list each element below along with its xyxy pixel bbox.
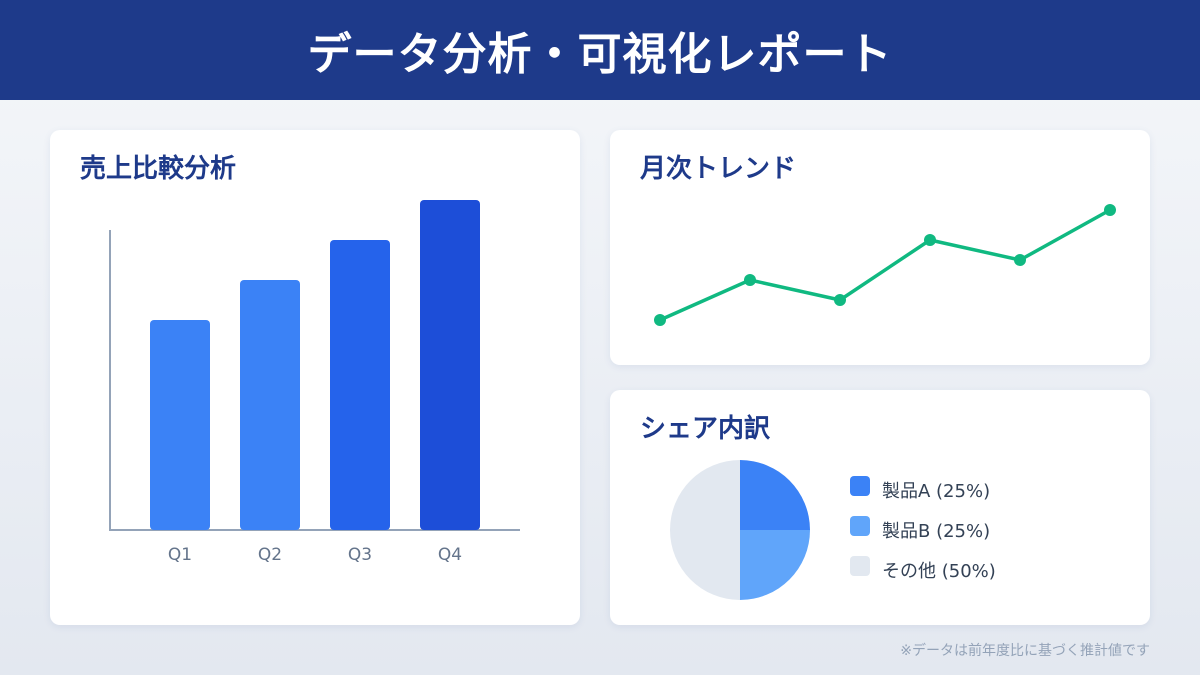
legend-item-other: その他 (50%) (850, 550, 996, 590)
bar-q3 (330, 240, 390, 530)
legend-swatch-product-b (850, 516, 870, 536)
trend-point-1 (654, 314, 666, 326)
bar-q1 (150, 320, 210, 530)
trend-point-3 (834, 294, 846, 306)
pie-slice-2 (740, 530, 810, 600)
pie-slice-3 (670, 460, 740, 600)
trend-point-2 (744, 274, 756, 286)
pie-slice-1 (740, 460, 810, 530)
sales-comparison-card: 売上比較分析 Q1 Q2 Q3 Q4 (50, 130, 580, 625)
legend-swatch-other (850, 556, 870, 576)
pie-legend: 製品A (25%) 製品B (25%) その他 (50%) (850, 470, 996, 590)
legend-label: 製品B (25%) (882, 521, 991, 542)
x-tick-label: Q3 (348, 545, 372, 565)
legend-item-product-a: 製品A (25%) (850, 470, 996, 510)
bar-q2 (240, 280, 300, 530)
monthly-trend-title: 月次トレンド (640, 154, 797, 184)
report-title: データ分析・可視化レポート (307, 29, 893, 80)
trend-point-4 (924, 234, 936, 246)
bar-chart: Q1 Q2 Q3 Q4 (109, 200, 520, 565)
trend-line (659, 208, 1111, 322)
trend-point-6 (1104, 204, 1116, 216)
line-chart (654, 204, 1116, 326)
legend-label: その他 (50%) (882, 561, 996, 582)
legend-item-product-b: 製品B (25%) (850, 510, 996, 550)
share-breakdown-title: シェア内訳 (640, 414, 771, 444)
pie-chart (670, 460, 810, 600)
x-tick-label: Q1 (168, 545, 192, 565)
legend-swatch-product-a (850, 476, 870, 496)
monthly-trend-card: 月次トレンド (610, 130, 1150, 365)
report-header: データ分析・可視化レポート (0, 0, 1200, 100)
x-tick-label: Q2 (258, 545, 282, 565)
sales-comparison-title: 売上比較分析 (80, 154, 237, 184)
trend-point-5 (1014, 254, 1026, 266)
legend-label: 製品A (25%) (882, 481, 991, 502)
x-tick-label: Q4 (438, 545, 462, 565)
bar-q4 (420, 200, 480, 530)
share-breakdown-card: シェア内訳 製品A (25%) 製品B (25%) その他 (50%) (610, 390, 1150, 625)
footnote: ※データは前年度比に基づく推計値です (900, 643, 1150, 659)
